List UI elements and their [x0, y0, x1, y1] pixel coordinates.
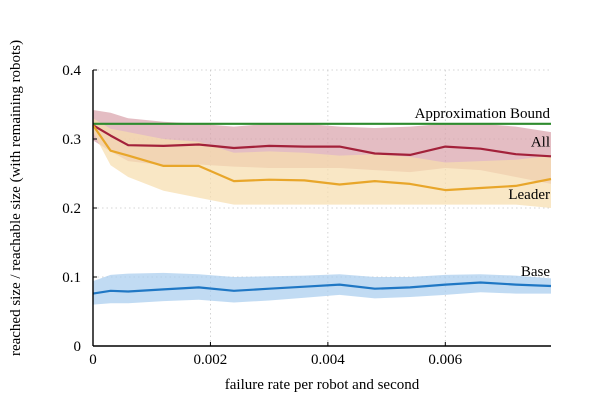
y-tick-label: 0 [74, 339, 82, 355]
x-tick-label: 0.002 [194, 352, 228, 368]
confidence-bands [93, 110, 551, 305]
x-axis-label: failure rate per robot and second [225, 377, 420, 393]
series-lines [92, 122, 552, 295]
y-tick-label: 0.3 [62, 132, 81, 148]
series-label-approximation-bound: Approximation Bound [415, 106, 551, 122]
y-tick-label: 0.2 [62, 201, 81, 217]
x-tick-label: 0.004 [311, 352, 345, 368]
y-tick-label: 0.1 [62, 270, 81, 286]
y-tick-label: 0.4 [62, 63, 81, 79]
y-axis-label: reached size / reachable size (with rema… [8, 40, 24, 356]
series-labels: Approximation Bound All Leader Base [415, 106, 551, 280]
x-tick-label: 0.006 [428, 352, 462, 368]
line-leader [92, 124, 552, 192]
x-tick-label: 0 [89, 352, 97, 368]
line-all [92, 124, 552, 158]
series-label-leader: Leader [508, 187, 550, 203]
band-base [93, 272, 551, 305]
series-label-base: Base [521, 264, 551, 280]
tick-labels: 0 0.002 0.004 0.006 0 0.1 0.2 0.3 0.4 [62, 63, 462, 368]
band-leader [93, 118, 551, 208]
series-label-all: All [531, 134, 550, 150]
line-base [92, 281, 552, 295]
